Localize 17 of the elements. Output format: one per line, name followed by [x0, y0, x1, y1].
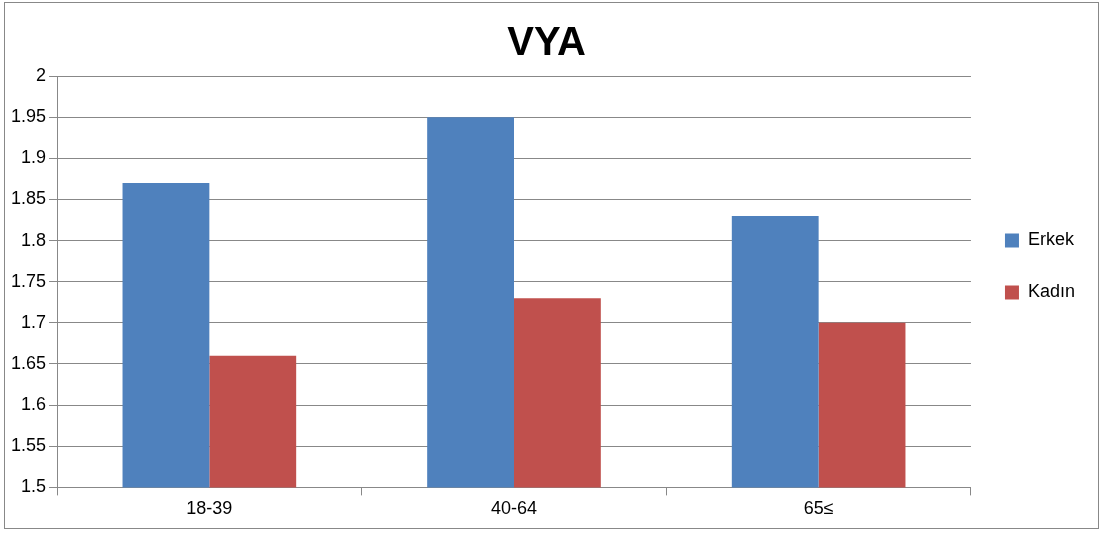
y-tick-label: 1.65: [10, 352, 47, 373]
legend-label: Erkek: [1027, 229, 1075, 250]
y-tick-label: 1.75: [10, 270, 47, 291]
x-tick-label: 18-39: [186, 498, 233, 519]
y-tick-label: 1.55: [10, 435, 47, 456]
y-tick-label: 1.95: [10, 106, 47, 127]
y-tick-label: 1.9: [21, 147, 47, 168]
y-tick-label: 1.7: [21, 311, 47, 332]
y-tick-label: 1.8: [21, 229, 47, 250]
y-tick-label: 1.6: [21, 394, 47, 415]
chart-title: VYA: [507, 19, 586, 64]
y-tick-label: 2: [36, 64, 47, 85]
y-tick-label: 1.85: [10, 188, 47, 209]
legend-label: Kadın: [1027, 281, 1076, 302]
x-tick-label: 65≤: [803, 498, 834, 519]
x-tick-label: 40-64: [490, 498, 538, 519]
y-tick-label: 1.5: [21, 476, 47, 497]
